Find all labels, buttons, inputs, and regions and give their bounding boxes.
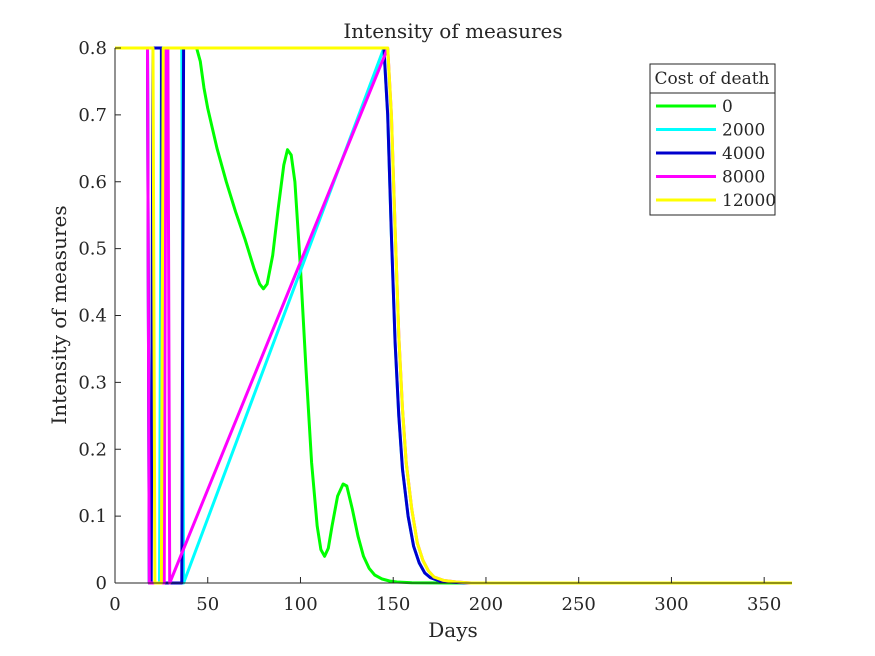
y-tick-label: 0.6 xyxy=(78,172,107,193)
x-tick-label: 150 xyxy=(376,594,410,615)
legend-entries: 0 2000 4000 8000 12000 xyxy=(656,97,776,211)
x-tick-label: 200 xyxy=(469,594,503,615)
x-tick-label: 100 xyxy=(283,594,317,615)
x-tick-label: 250 xyxy=(562,594,596,615)
legend-label-4000: 4000 xyxy=(722,144,765,164)
x-tick-label: 300 xyxy=(654,594,688,615)
y-tick-label: 0.2 xyxy=(78,439,107,460)
y-axis-label: Intensity of measures xyxy=(47,205,71,424)
x-tick-label: 350 xyxy=(747,594,781,615)
y-tick-label: 0.4 xyxy=(78,306,107,327)
y-tick-label: 0 xyxy=(96,573,107,594)
y-tick-label: 0.7 xyxy=(78,105,107,126)
legend-label-0: 0 xyxy=(722,97,733,117)
series-line-0 xyxy=(115,46,792,585)
x-tick-label: 50 xyxy=(196,594,219,615)
legend-title-box xyxy=(649,63,776,94)
legend: Cost of death 0 2000 4000 8000 12000 xyxy=(649,63,776,216)
legend-label-8000: 8000 xyxy=(722,168,765,188)
y-tick-label: 0.1 xyxy=(78,506,107,527)
x-ticks: 0 50 100 150 200 250 300 350 xyxy=(109,577,781,615)
y-tick-label: 0.8 xyxy=(78,38,107,59)
chart-title: Intensity of measures xyxy=(343,19,562,43)
legend-label-12000: 12000 xyxy=(722,191,776,211)
legend-title: Cost of death xyxy=(655,69,770,89)
x-tick-label: 0 xyxy=(109,594,120,615)
y-tick-label: 0.5 xyxy=(78,239,107,260)
y-tick-label: 0.3 xyxy=(78,372,107,393)
legend-label-2000: 2000 xyxy=(722,121,765,141)
y-ticks: 0 0.1 0.2 0.3 0.4 0.5 0.6 0.7 0.8 xyxy=(78,38,121,594)
x-axis-label: Days xyxy=(428,618,478,642)
